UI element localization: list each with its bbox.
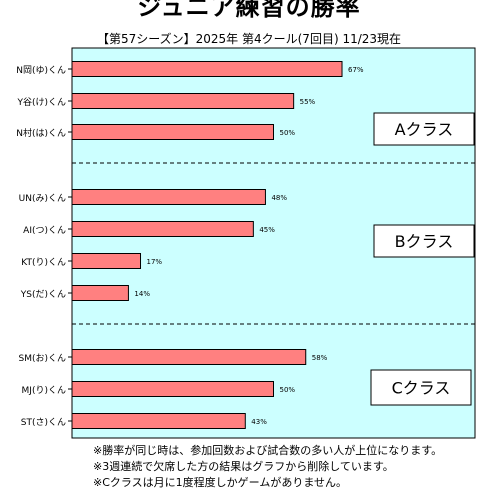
class-label-2: Bクラス <box>395 232 454 251</box>
class-label-box-1 <box>373 112 475 146</box>
value-label-1-3: 14% <box>134 290 150 298</box>
chart-title: ジュニア練習の勝率 <box>137 0 361 21</box>
bar-0-1 <box>71 93 295 109</box>
class-label-3: Cクラス <box>392 379 451 398</box>
chart-subtitle: 【第57シーズン】2025年 第4クール(7回目) 11/23現在 <box>96 32 402 46</box>
bar-chart: N岡(ゆ)くん 67% Y谷(け)くん 55% N村(は)くん 50% Aクラス UN(み)く… <box>16 47 476 439</box>
value-label-1-2: 17% <box>147 258 163 266</box>
bar-1-2 <box>71 253 142 269</box>
category-label-0-1: Y谷(け)くん <box>16 97 66 108</box>
footnote-c-class: ※Cクラスは月に1度程度しかゲームがありません。 <box>93 476 348 489</box>
footnote-absence: ※3週連続で欠席した方の結果はグラフから削除しています。 <box>93 460 394 473</box>
value-label-1-1: 45% <box>259 226 275 234</box>
value-label-2-2: 43% <box>251 418 267 426</box>
value-label-2-1: 50% <box>280 386 296 394</box>
bar-1-0 <box>71 189 266 205</box>
category-label-1-1: AI(つ)くん <box>23 225 66 236</box>
bar-0-0 <box>71 61 343 77</box>
category-label-0-2: N村(は)くん <box>16 127 66 139</box>
class-label-1: Aクラス <box>395 120 454 139</box>
value-label-0-2: 50% <box>280 129 296 137</box>
category-label-2-0: SM(お)くん <box>18 353 66 364</box>
class-label-box-2 <box>373 224 475 258</box>
category-label-2-2: ST(さ)くん <box>21 417 66 428</box>
bar-2-0 <box>71 349 307 365</box>
category-label-2-1: MJ(り)くん <box>22 385 66 396</box>
category-label-1-0: UN(み)くん <box>19 193 66 204</box>
category-label-1-3: YS(だ)くん <box>20 289 66 300</box>
value-label-2-0: 58% <box>312 354 328 362</box>
bar-0-2 <box>71 124 274 140</box>
footnote-tiebreak: ※勝率が同じ時は、参加回数および試合数の多い人が上位になります。 <box>93 444 443 457</box>
bar-1-1 <box>71 221 254 237</box>
bar-2-1 <box>71 381 274 397</box>
class-label-box-3 <box>370 369 472 406</box>
bar-2-2 <box>71 413 246 429</box>
value-label-0-0: 67% <box>348 66 364 74</box>
bar-1-3 <box>71 285 129 301</box>
category-label-1-2: KT(り)くん <box>21 257 66 268</box>
category-label-0-0: N岡(ゆ)くん <box>16 65 66 76</box>
value-label-1-0: 48% <box>271 194 287 202</box>
value-label-0-1: 55% <box>300 98 316 106</box>
